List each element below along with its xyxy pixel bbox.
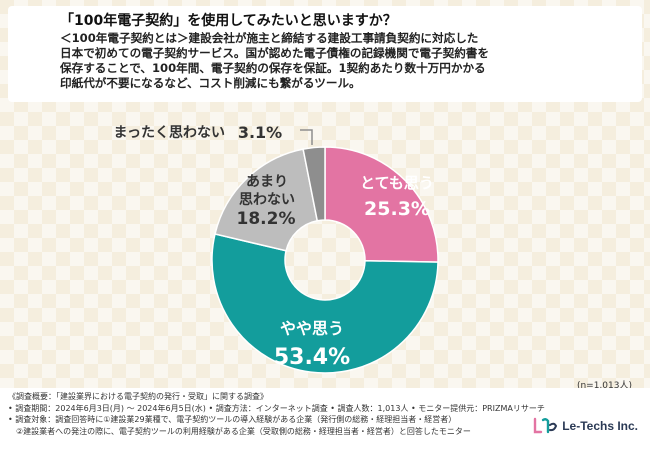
value-not-really: 18.2% <box>237 209 296 229</box>
label-somewhat: やや思う <box>280 319 344 338</box>
leader-line <box>300 129 313 145</box>
slice-somewhat <box>211 233 439 374</box>
header-box: 「100年電子契約」を使用してみたいと思いますか？ ＜100年電子契約とは＞建設… <box>8 6 642 102</box>
service-description: ＜100年電子契約とは＞建設会社が施主と締結する建設工事請負契約に対応した 日本… <box>60 31 628 91</box>
company-logo: Le-Techs Inc. <box>532 416 638 436</box>
survey-notes: 《調査概要：「建設業界における電子契約の発行・受取」に関する調査》 • 調査期間… <box>8 391 545 437</box>
note-line: • 調査期間：2024年6月3日(月) ～ 2024年6月5日(水) • 調査方… <box>8 403 545 413</box>
survey-question: 「100年電子契約」を使用してみたいと思いますか？ <box>60 13 397 29</box>
slice-not-really <box>214 148 319 252</box>
slice-not-at-all <box>302 146 326 222</box>
footer: 《調査概要：「建設業界における電子契約の発行・受取」に関する調査》 • 調査期間… <box>0 388 650 450</box>
le-techs-logo-icon <box>534 417 558 434</box>
slice-very-much <box>324 146 439 263</box>
note-line: 《調査概要：「建設業界における電子契約の発行・受取」に関する調査》 <box>8 392 268 401</box>
description-line: ＜100年電子契約とは＞建設会社が施主と締結する建設工事請負契約に対応した <box>60 31 479 45</box>
note-line: • 調査対象：調査回答時に①建設業29業種で、電子契約ツールの導入経験がある企業… <box>8 415 457 425</box>
label-not-at-all: まったく思わない <box>114 125 225 141</box>
value-not-at-all: 3.1% <box>238 123 282 142</box>
description-line: 日本で初めての電子契約サービス。国が認めた電子債権の記録機関で電子契約書を <box>60 46 489 60</box>
value-very-much: 25.3% <box>364 198 430 220</box>
logo-text: Le-Techs Inc. <box>562 419 638 433</box>
sample-size: (n=1,013人) <box>576 381 632 391</box>
label-very-much: とても思う <box>360 174 434 192</box>
value-somewhat: 53.4% <box>274 345 350 370</box>
description-line: 印紙代が不要になるなど、コスト削減にも繋がるツール。 <box>60 76 361 90</box>
label-not-really: あまり思わない <box>239 174 295 208</box>
description-line: 保存することで、100年間、電子契約の保存を保証。1契約あたり数十万円かかる <box>60 61 486 75</box>
note-line: ②建設業者への発注の際に、電子契約ツールの利用経験がある企業（受取側の総務・経理… <box>8 426 471 436</box>
